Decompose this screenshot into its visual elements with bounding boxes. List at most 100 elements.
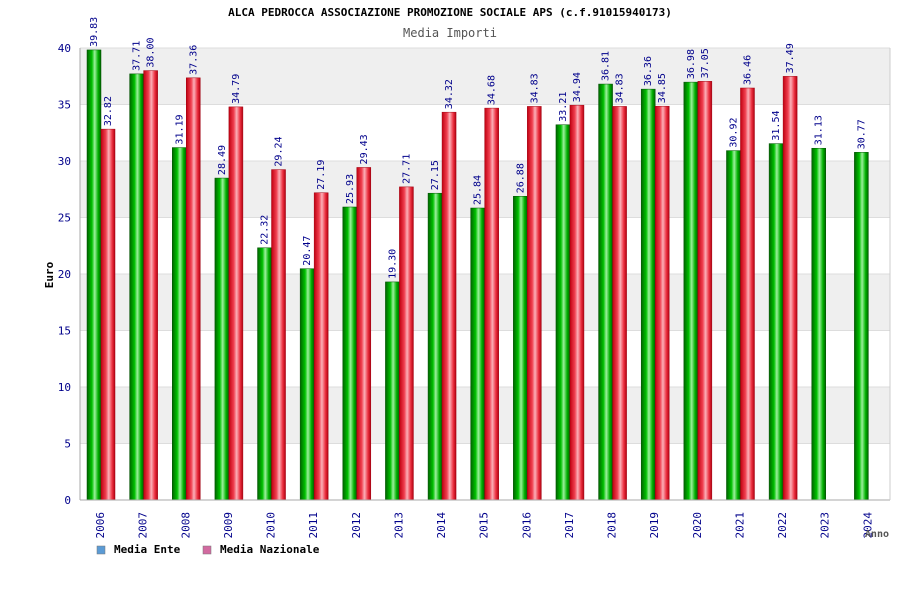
bar-media-nazionale-2020 xyxy=(697,81,713,501)
x-axis-label: Anno xyxy=(865,529,889,540)
data-label-media-ente-2018: 36.81 xyxy=(601,51,612,81)
data-label-media-ente-2009: 28.49 xyxy=(217,145,228,175)
bar-media-nazionale-2011 xyxy=(313,192,329,501)
bar-media-ente-2010 xyxy=(257,247,272,501)
x-tick-label-2011: 2011 xyxy=(307,512,320,539)
bar-media-ente-2023 xyxy=(811,147,826,501)
data-label-media-ente-2012: 25.93 xyxy=(345,174,356,204)
data-label-media-nazionale-2014: 34.32 xyxy=(444,79,455,109)
bar-media-ente-2015 xyxy=(470,207,485,501)
data-label-media-nazionale-2013: 27.71 xyxy=(401,154,412,184)
x-tick-label-2006: 2006 xyxy=(94,512,107,539)
data-label-media-nazionale-2012: 29.43 xyxy=(359,134,370,164)
data-label-media-nazionale-2022: 37.49 xyxy=(785,43,796,73)
bar-media-ente-2024 xyxy=(854,152,869,501)
x-tick-label-2012: 2012 xyxy=(350,512,363,539)
data-label-media-nazionale-2007: 38.00 xyxy=(146,37,157,67)
data-label-media-nazionale-2009: 34.79 xyxy=(231,74,242,104)
data-label-media-ente-2006: 39.83 xyxy=(89,17,100,47)
y-tick-label-40: 40 xyxy=(58,42,71,55)
data-label-media-nazionale-2011: 27.19 xyxy=(316,160,327,190)
x-tick-label-2013: 2013 xyxy=(392,512,405,539)
bar-media-nazionale-2012 xyxy=(356,167,372,501)
y-tick-label-30: 30 xyxy=(58,155,71,168)
data-label-media-ente-2011: 20.47 xyxy=(302,236,313,266)
bar-media-ente-2020 xyxy=(683,81,699,501)
bar-media-nazionale-2008 xyxy=(186,77,201,501)
bar-media-ente-2006 xyxy=(86,49,102,501)
bar-media-nazionale-2016 xyxy=(527,106,542,501)
data-label-media-ente-2013: 19.30 xyxy=(387,249,398,279)
x-tick-labels: 2006 2007 2008 2009 2010 2011 2012 2013 2014 2015… xyxy=(94,512,874,539)
y-tick-label-5: 5 xyxy=(64,438,71,451)
bar-media-ente-2008 xyxy=(172,147,187,501)
x-tick-label-2023: 2023 xyxy=(819,512,832,539)
data-label-media-nazionale-2017: 34.94 xyxy=(572,72,583,102)
data-label-media-ente-2016: 26.88 xyxy=(515,163,526,193)
axes xyxy=(79,48,891,501)
x-tick-label-2008: 2008 xyxy=(179,512,192,539)
data-label-media-ente-2007: 37.71 xyxy=(132,41,143,71)
legend-label-media-nazionale: Media Nazionale xyxy=(220,543,320,556)
y-tick-label-15: 15 xyxy=(58,325,71,338)
x-tick-label-2021: 2021 xyxy=(733,512,746,539)
data-label-media-nazionale-2021: 36.46 xyxy=(742,55,753,85)
y-tick-label-20: 20 xyxy=(58,268,71,281)
bar-media-nazionale-2014 xyxy=(441,111,457,501)
legend: Media Ente Media Nazionale xyxy=(96,543,320,556)
data-label-media-ente-2019: 36.36 xyxy=(643,56,654,86)
x-tick-label-2009: 2009 xyxy=(222,512,235,539)
data-label-media-ente-2022: 31.54 xyxy=(771,110,782,140)
y-tick-label-25: 25 xyxy=(58,212,71,225)
y-tick-label-0: 0 xyxy=(64,494,71,507)
data-label-media-ente-2014: 27.15 xyxy=(430,160,441,190)
x-tick-label-2007: 2007 xyxy=(137,512,150,539)
x-tick-label-2016: 2016 xyxy=(520,512,533,539)
bar-media-ente-2007 xyxy=(129,73,144,501)
data-label-media-ente-2015: 25.84 xyxy=(473,175,484,205)
x-tick-label-2014: 2014 xyxy=(435,512,448,539)
grid-band xyxy=(80,48,890,105)
y-tick-label-35: 35 xyxy=(58,99,71,112)
bar-media-nazionale-2006 xyxy=(100,128,116,501)
bar-media-ente-2014 xyxy=(427,192,443,501)
x-tick-label-2024: 2024 xyxy=(861,512,874,539)
bar-media-ente-2022 xyxy=(768,143,784,501)
data-label-media-nazionale-2015: 34.68 xyxy=(487,75,498,105)
legend-item-media-ente: Media Ente xyxy=(96,543,181,556)
y-tick-labels: 0 5 10 15 20 25 30 35 40 xyxy=(58,42,71,507)
bar-media-nazionale-2019 xyxy=(654,105,670,501)
data-label-media-nazionale-2006: 32.82 xyxy=(103,96,114,126)
y-tick-label-10: 10 xyxy=(58,381,71,394)
data-label-media-nazionale-2019: 34.85 xyxy=(657,73,668,103)
x-tick-label-2015: 2015 xyxy=(478,512,491,539)
data-label-media-ente-2021: 30.92 xyxy=(728,117,739,147)
bar-media-nazionale-2015 xyxy=(484,107,499,501)
bar-media-nazionale-2017 xyxy=(569,104,585,501)
data-label-media-nazionale-2010: 29.24 xyxy=(274,136,285,166)
bar-media-ente-2018 xyxy=(598,83,613,501)
x-tick-label-2018: 2018 xyxy=(606,512,619,539)
x-tick-label-2010: 2010 xyxy=(265,512,278,539)
data-label-media-ente-2024: 30.77 xyxy=(856,119,867,149)
bar-media-nazionale-2010 xyxy=(271,169,286,501)
x-tick-label-2020: 2020 xyxy=(691,512,704,539)
bar-media-ente-2016 xyxy=(513,196,528,501)
bar-media-nazionale-2021 xyxy=(740,87,755,501)
x-tick-label-2017: 2017 xyxy=(563,512,576,539)
bar-media-nazionale-2013 xyxy=(399,186,414,501)
data-label-media-ente-2023: 31.13 xyxy=(814,115,825,145)
data-label-media-ente-2008: 31.19 xyxy=(174,114,185,144)
data-label-media-nazionale-2016: 34.83 xyxy=(529,73,540,103)
data-label-media-nazionale-2018: 34.83 xyxy=(615,73,626,103)
bar-media-ente-2019 xyxy=(640,88,656,501)
x-tick-label-2019: 2019 xyxy=(648,512,661,539)
chart-subtitle: Media Importi xyxy=(403,26,497,40)
bar-media-ente-2011 xyxy=(299,268,315,501)
data-label-media-nazionale-2008: 37.36 xyxy=(188,45,199,75)
bar-media-ente-2013 xyxy=(385,281,400,501)
chart-title: ALCA PEDROCCA ASSOCIAZIONE PROMOZIONE SO… xyxy=(228,6,672,19)
legend-item-media-nazionale: Media Nazionale xyxy=(202,543,320,556)
